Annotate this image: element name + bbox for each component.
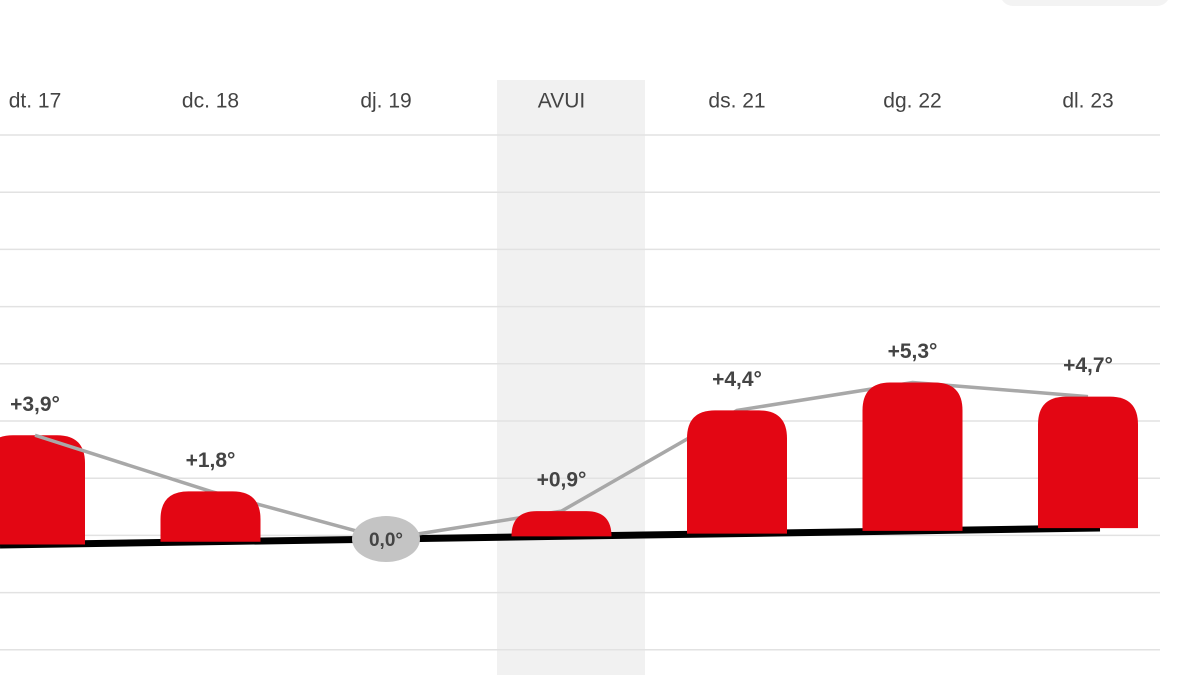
x-tick-label: dc. 18 [182, 90, 239, 113]
bar [687, 410, 787, 534]
top-button [1002, 0, 1168, 6]
x-tick-label: dt. 17 [9, 90, 62, 113]
x-tick-label: AVUI [538, 90, 585, 113]
bar [0, 435, 85, 545]
value-label: 0,0° [369, 530, 403, 551]
x-tick-label: dg. 22 [883, 90, 941, 113]
bar [511, 511, 612, 537]
bar [862, 382, 963, 531]
value-label: +0,9° [537, 469, 587, 492]
value-label: +4,4° [712, 368, 762, 391]
x-tick-label: dj. 19 [360, 90, 411, 113]
value-label: +5,3° [888, 340, 938, 363]
bar [160, 491, 261, 542]
x-tick-label: ds. 21 [708, 90, 765, 113]
x-tick-label: dl. 23 [1062, 90, 1113, 113]
zero-marker [352, 516, 420, 563]
value-label: +3,9° [10, 393, 60, 416]
today-highlight [497, 80, 645, 675]
bar [1038, 396, 1138, 529]
value-label: +1,8° [186, 449, 236, 472]
value-label: +4,7° [1063, 354, 1113, 377]
